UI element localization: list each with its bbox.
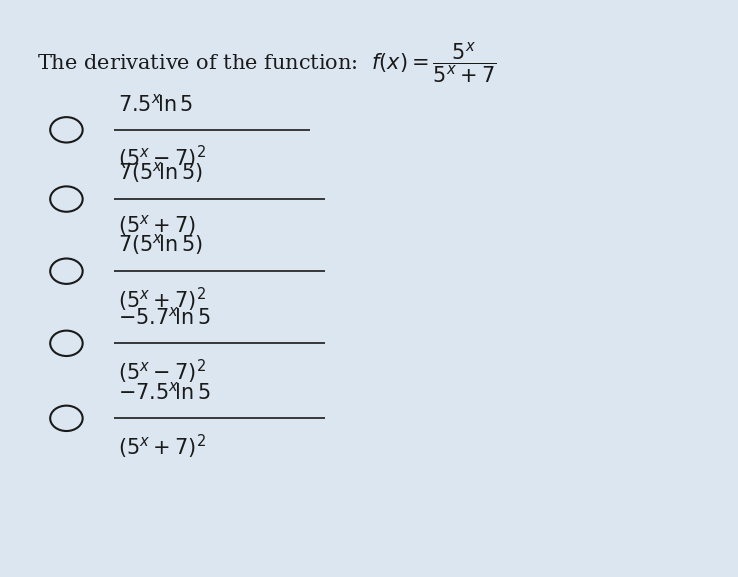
Text: $7(5^x\!\ln 5)$: $7(5^x\!\ln 5)$	[118, 232, 203, 257]
Text: $7.5^x\!\ln 5$: $7.5^x\!\ln 5$	[118, 93, 193, 115]
Text: $(5^x + 7)^2$: $(5^x + 7)^2$	[118, 433, 206, 461]
Text: $-7.5^x\!\ln 5$: $-7.5^x\!\ln 5$	[118, 382, 210, 404]
Text: The derivative of the function:  $f(x) = \dfrac{5^x}{5^x + 7}$: The derivative of the function: $f(x) = …	[37, 40, 497, 86]
Text: $7(5^x\!\ln 5)$: $7(5^x\!\ln 5)$	[118, 160, 203, 185]
Text: $(5^x - 7)^2$: $(5^x - 7)^2$	[118, 358, 206, 386]
Text: $(5^x + 7)$: $(5^x + 7)$	[118, 213, 196, 238]
Text: $(5^x + 7)^2$: $(5^x + 7)^2$	[118, 286, 206, 314]
Text: $(5^x - 7)^2$: $(5^x - 7)^2$	[118, 144, 206, 173]
Text: $-5.7^x\!\ln 5$: $-5.7^x\!\ln 5$	[118, 307, 210, 329]
